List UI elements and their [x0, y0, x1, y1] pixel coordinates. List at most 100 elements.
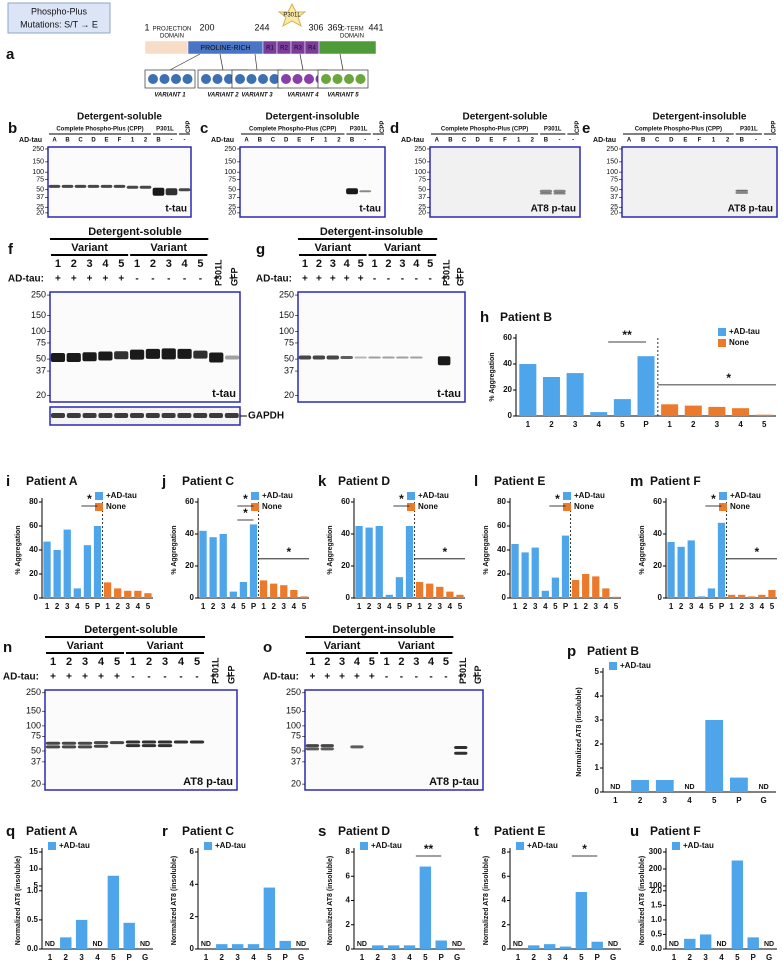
lane-label: 4 — [98, 656, 105, 668]
lane-label: 2 — [150, 258, 156, 270]
lane-label: 2 — [398, 656, 404, 668]
residue-number: 306 — [308, 22, 323, 32]
x-tick-label: 5 — [553, 602, 558, 611]
x-tick-label: 1 — [669, 602, 674, 611]
bar — [655, 780, 674, 792]
ad-tau-sign: + — [441, 274, 447, 285]
x-tick-label: 1 — [105, 602, 110, 611]
band — [305, 747, 320, 751]
y-tick-label: 0.0 — [27, 944, 39, 953]
lane-label: 5 — [114, 656, 120, 668]
panel-letter: t — [474, 823, 479, 840]
band — [100, 184, 113, 188]
x-tick-label: 5 — [762, 420, 767, 429]
value-label: ND — [716, 941, 726, 948]
residue-number: 441 — [368, 22, 383, 32]
bar — [93, 526, 102, 598]
x-tick-label: G — [610, 953, 616, 962]
lane-label: E — [297, 138, 301, 144]
phospho-site — [281, 74, 291, 84]
lane-label: F — [698, 138, 702, 144]
legend-label: None — [729, 338, 750, 347]
band — [141, 744, 157, 748]
lane-label: C — [462, 138, 467, 144]
value-label: ND — [608, 941, 618, 948]
legend-swatch — [95, 492, 103, 500]
bar — [446, 591, 454, 598]
x-tick-label: 4 — [687, 796, 692, 805]
significance: * — [726, 371, 731, 385]
band — [340, 356, 353, 360]
bar — [738, 594, 746, 598]
chart-title: Patient D — [338, 474, 390, 488]
ad-tau-sign: - — [151, 274, 154, 285]
x-tick-label: 3 — [703, 953, 708, 962]
mw-label: 250 — [286, 687, 301, 697]
panel-letter: j — [161, 473, 166, 490]
value-label: ND — [669, 941, 679, 948]
blot-header: Variant — [314, 242, 351, 254]
x-tick-label: 5 — [241, 602, 246, 611]
band — [209, 413, 223, 418]
residue-number: 244 — [254, 22, 269, 32]
mw-label: 50 — [291, 745, 301, 755]
lane-label: 3 — [166, 258, 172, 270]
x-tick-label: 4 — [75, 602, 80, 611]
mw-label: 250 — [606, 146, 618, 153]
lane-label: 2 — [144, 138, 148, 144]
legend-swatch — [251, 492, 259, 500]
mw-label: 50 — [610, 187, 618, 194]
bar — [53, 550, 61, 598]
bar — [300, 596, 308, 598]
x-tick-label: 2 — [739, 602, 744, 611]
bar — [216, 944, 228, 949]
x-tick-label: 4 — [543, 602, 548, 611]
band — [126, 185, 139, 189]
bar — [229, 591, 237, 598]
band — [66, 413, 81, 418]
y-tick-label: 15 — [29, 847, 38, 856]
x-tick-label: 3 — [547, 953, 552, 962]
band — [410, 356, 423, 359]
phospho-site — [212, 74, 223, 84]
mw-label: 250 — [279, 289, 294, 299]
bar — [365, 527, 373, 598]
y-tick-label: 4 — [346, 896, 351, 905]
phospho-site — [182, 74, 193, 84]
band — [129, 349, 145, 360]
bar — [231, 944, 244, 949]
ad-tau-sign: + — [87, 274, 93, 285]
band — [735, 191, 749, 194]
chart-title: Patient E — [494, 474, 545, 488]
y-tick-label: 40 — [341, 529, 350, 538]
domain-label: R2 — [280, 46, 288, 52]
lane-label: A — [52, 138, 57, 144]
bar — [566, 373, 584, 416]
mw-label: 75 — [36, 176, 44, 183]
lane-label: E — [489, 138, 493, 144]
ad-tau-sign: + — [330, 274, 336, 285]
blot-title: Detergent-soluble — [462, 112, 547, 123]
blot-title: Detergent-insoluble — [653, 112, 747, 123]
band — [454, 746, 468, 750]
lane-label: A — [244, 138, 249, 144]
value-label: ND — [357, 941, 367, 948]
x-tick-label: 5 — [423, 953, 428, 962]
variant-label: VARIANT 2 — [207, 93, 239, 99]
x-tick-label: 3 — [235, 953, 240, 962]
x-tick-label: 4 — [760, 602, 765, 611]
legend-swatch — [95, 503, 103, 511]
panel-letter: e — [582, 120, 590, 137]
y-axis-label: Normalized AT8 (insoluble) — [171, 856, 178, 945]
lane-label: - — [769, 138, 771, 144]
y-tick-label: 300 — [649, 847, 663, 856]
lane-label: 2 — [385, 258, 391, 270]
panel-letter: d — [390, 120, 399, 137]
y-axis-label: Normalized AT8 (insoluble) — [327, 856, 334, 945]
blot-header: P301L — [350, 127, 368, 133]
ad-tau-sign: + — [50, 672, 56, 683]
band — [77, 745, 93, 749]
x-tick-label: 4 — [719, 953, 724, 962]
y-tick-label: 2 — [595, 739, 600, 748]
blot-label: t-tau — [437, 388, 461, 400]
